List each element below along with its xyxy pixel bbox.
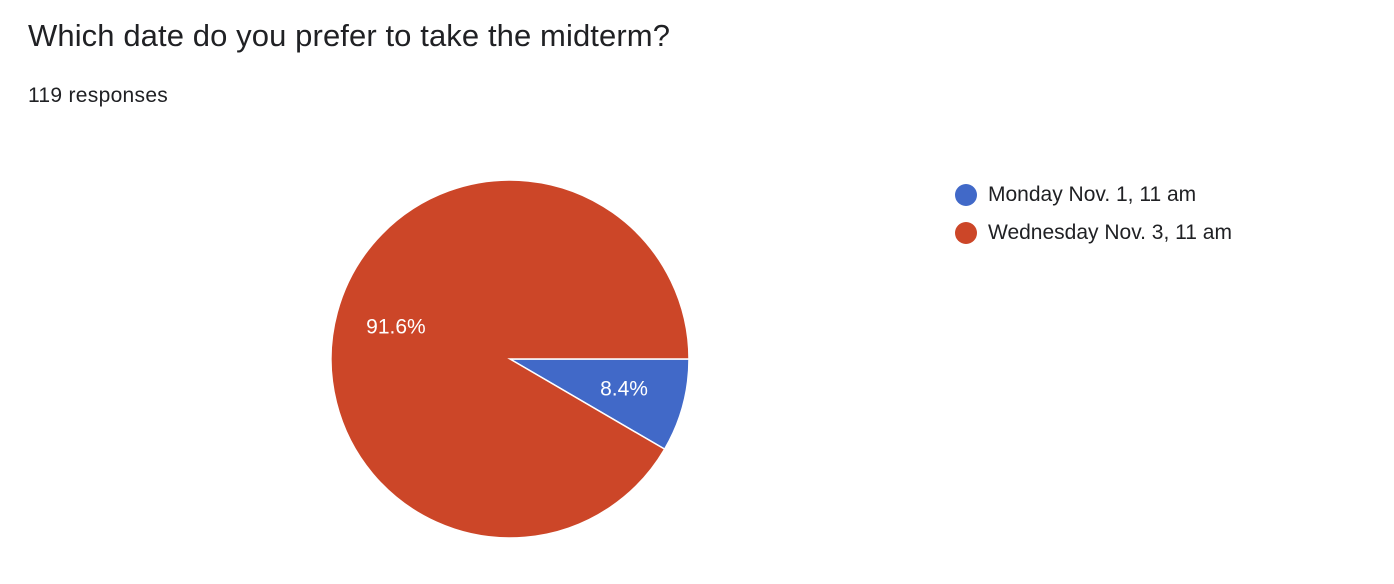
legend-swatch-wednesday	[955, 222, 977, 244]
pie-slice-label-0: 8.4%	[600, 377, 648, 400]
question-title: Which date do you prefer to take the mid…	[28, 18, 671, 53]
pie-labels: 8.4% 91.6%	[366, 316, 648, 401]
legend-label-wednesday: Wednesday Nov. 3, 11 am	[988, 221, 1232, 244]
chart-legend: Monday Nov. 1, 11 am Wednesday Nov. 3, 1…	[955, 176, 1232, 252]
response-count: 119 responses	[28, 84, 169, 107]
pie-slice-0[interactable]	[507, 358, 690, 451]
pie-slice-label-1: 91.6%	[366, 316, 426, 339]
legend-label-monday: Monday Nov. 1, 11 am	[988, 183, 1197, 206]
legend-swatch-monday	[955, 184, 977, 206]
legend-item-monday[interactable]: Monday Nov. 1, 11 am	[955, 176, 1232, 214]
legend-item-wednesday[interactable]: Wednesday Nov. 3, 11 am	[955, 214, 1232, 252]
pie-slice-1[interactable]	[330, 179, 690, 539]
pie-slices	[330, 179, 690, 539]
